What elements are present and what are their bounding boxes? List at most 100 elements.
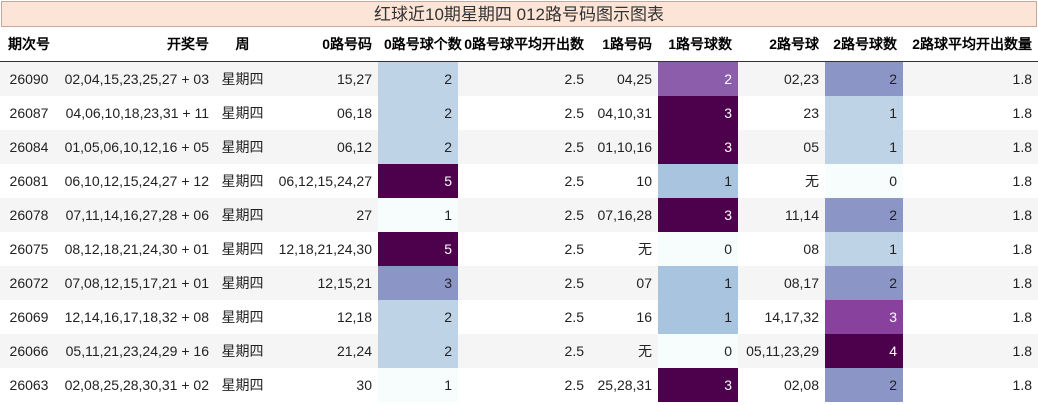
cell: 12,18	[336, 309, 372, 325]
cell: 01,05,06,10,12,16 + 05	[58, 130, 215, 164]
header-cell: 2路号球数	[825, 27, 903, 62]
cell: 02,08	[783, 377, 819, 393]
heat-cell: 0	[658, 334, 738, 368]
header-cell: 0路号球个数	[378, 27, 462, 62]
heat-cell: 1	[378, 368, 458, 402]
cell: 30	[356, 377, 372, 393]
heat-cell: 0	[825, 164, 903, 198]
cell: 1.8	[903, 334, 1038, 368]
cell: 06,12,15,24,27	[278, 173, 372, 189]
cell: 无	[590, 334, 658, 368]
cell: 26081	[9, 173, 49, 189]
cell: 26069	[9, 309, 49, 325]
cell: 2.5	[458, 61, 590, 96]
heat-cell: 2	[658, 61, 738, 96]
table-row: 26069 12,14,16,17,18,32 + 08 星期四 12,18 2 2.5 1…	[0, 300, 1038, 334]
cell: 无	[638, 241, 652, 257]
heat-cell: 2	[825, 61, 903, 96]
cell: 星期四	[215, 334, 270, 368]
cell: 04,10,31	[597, 105, 653, 121]
cell: 12,18,21,24,30	[278, 241, 372, 257]
cell: 02,04,15,23,25,27 + 03	[58, 61, 215, 96]
heat-cell: 2	[378, 130, 458, 164]
cell: 2.5	[564, 173, 584, 189]
table-row: 26084 01,05,06,10,12,16 + 05 星期四 06,12 2 2.5 0…	[0, 130, 1038, 164]
table-row: 26087 04,06,10,18,23,31 + 11 星期四 06,18 2 2.5 0…	[0, 96, 1038, 130]
cell: 04,25	[590, 61, 658, 96]
header-cell: 期次号	[0, 27, 58, 62]
heat-cell: 1	[825, 130, 903, 164]
cell: 21,24	[270, 334, 378, 368]
cell: 12,15,21	[270, 266, 378, 300]
cell: 15,27	[270, 61, 378, 96]
cell: 10	[636, 173, 652, 189]
heat-cell: 4	[825, 334, 903, 368]
cell: 1.8	[1012, 105, 1032, 121]
cell: 02,08,25,28,30,31 + 02	[64, 377, 209, 393]
cell: 16	[636, 309, 652, 325]
heat-cell: 1	[378, 198, 458, 232]
cell: 07,11,14,16,27,28 + 06	[58, 198, 215, 232]
cell: 06,12	[270, 130, 378, 164]
heat-cell: 1	[825, 96, 903, 130]
heat-cell: 3	[378, 266, 458, 300]
header-cell: 0路号码	[270, 27, 378, 62]
cell: 07,08,12,15,17,21 + 01	[58, 266, 215, 300]
table-body: 26090 02,04,15,23,25,27 + 03 星期四 15,27 2 2.5 0…	[0, 61, 1038, 402]
cell: 05,11,21,23,24,29 + 16	[58, 334, 215, 368]
cell: 11,14	[738, 198, 825, 232]
cell: 27	[270, 198, 378, 232]
heat-cell: 2	[378, 334, 458, 368]
heat-cell: 2	[378, 61, 458, 96]
cell: 26087	[9, 105, 49, 121]
cell: 1.8	[1012, 377, 1032, 393]
cell: 26072	[0, 266, 58, 300]
cell: 1.8	[1012, 173, 1032, 189]
header-cell: 开奖号	[58, 27, 215, 62]
table-row: 26072 07,08,12,15,17,21 + 01 星期四 12,15,21 3 2…	[0, 266, 1038, 300]
header-row: 期次号 开奖号周 0路号码 0路号球个数 0路号球平均开出数 1路号码 1路号球数 2路号球 2…	[0, 27, 1038, 62]
cell: 07	[590, 266, 658, 300]
cell: 26084	[0, 130, 58, 164]
cell: 14,17,32	[764, 309, 820, 325]
table-row: 26066 05,11,21,23,24,29 + 16 星期四 21,24 2 2.5 无…	[0, 334, 1038, 368]
cell: 1.8	[903, 266, 1038, 300]
table-title: 红球近10期星期四 012路号码图示图表	[1, 1, 1037, 27]
heat-cell: 5	[378, 164, 458, 198]
cell: 07,16,28	[590, 198, 658, 232]
cell: 1.8	[1012, 309, 1032, 325]
cell: 2.5	[564, 377, 584, 393]
heat-cell: 1	[658, 266, 738, 300]
cell: 26078	[0, 198, 58, 232]
cell: 星期四	[221, 105, 264, 121]
cell: 星期四	[221, 377, 264, 393]
heat-cell: 3	[825, 300, 903, 334]
heat-cell: 5	[378, 232, 458, 266]
header-cell: 1路号球数	[658, 27, 738, 62]
table-row: 26078 07,11,14,16,27,28 + 06 星期四 27 1 2.5 07,1…	[0, 198, 1038, 232]
heat-cell: 1	[658, 300, 738, 334]
header-cell: 0路号球平均开出数	[458, 27, 590, 62]
cell: 26075	[9, 241, 49, 257]
header-cell: 周	[215, 27, 270, 62]
cell: 01,10,16	[590, 130, 658, 164]
cell: 26090	[0, 61, 58, 96]
cell: 06,18	[336, 105, 372, 121]
heat-cell: 2	[825, 266, 903, 300]
cell: 1.8	[903, 130, 1038, 164]
cell: 26063	[9, 377, 49, 393]
cell: 04,06,10,18,23,31 + 11	[65, 105, 209, 121]
heat-cell: 1	[658, 164, 738, 198]
header-cell: 2路号球	[738, 27, 825, 62]
cell: 2.5	[458, 266, 590, 300]
cell: 08,12,18,21,24,30 + 01	[64, 241, 209, 257]
cell: 05,11,23,29	[738, 334, 825, 368]
cell: 1.8	[903, 198, 1038, 232]
cell: 星期四	[215, 130, 270, 164]
table-row: 26063 02,08,25,28,30,31 + 02 星期四 30 1 2.5 25,2…	[0, 368, 1038, 402]
cell: 2.5	[564, 309, 584, 325]
heat-cell: 3	[658, 96, 738, 130]
heat-cell: 3	[658, 368, 738, 402]
cell: 1.8	[1012, 241, 1032, 257]
